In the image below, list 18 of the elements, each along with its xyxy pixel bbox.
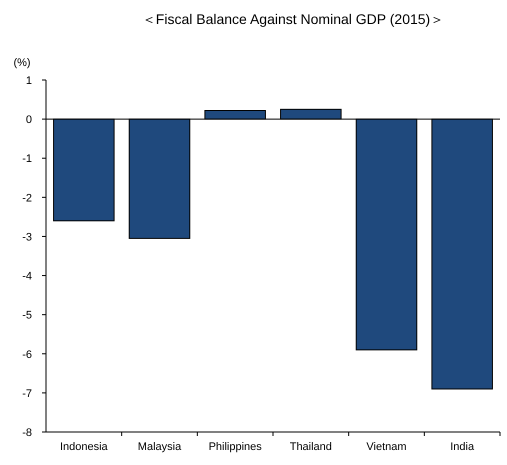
ytick: -3 <box>22 231 32 244</box>
title: ＜Fiscal Balance Against Nominal GDP (2015)＞ <box>142 11 444 27</box>
ytick: -6 <box>22 348 32 361</box>
ylabel: (%) <box>13 57 31 69</box>
ytick: -1 <box>22 153 32 166</box>
xtick: India <box>450 441 474 453</box>
ytick: -7 <box>22 388 32 400</box>
ytick: 0 <box>26 114 32 126</box>
ytick: -2 <box>22 192 32 204</box>
xtick: Thailand <box>290 441 332 453</box>
xtick: Indonesia <box>60 441 108 453</box>
xtick: Vietnam <box>366 441 407 453</box>
xtick: Philippines <box>208 441 262 453</box>
xtick: Malaysia <box>138 441 182 453</box>
ytick: 1 <box>26 75 32 87</box>
ytick: -4 <box>22 270 32 283</box>
ytick: -8 <box>22 427 32 439</box>
ytick: -5 <box>22 310 32 322</box>
